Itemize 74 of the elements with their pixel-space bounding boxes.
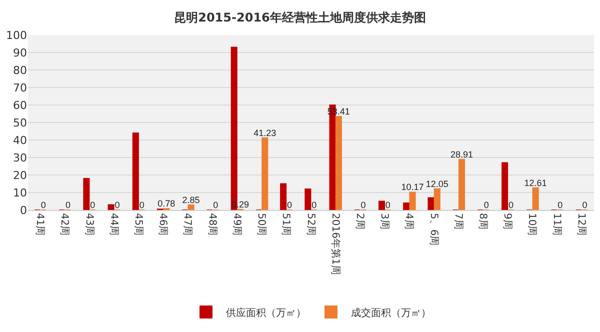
x-tick-label: 42周 xyxy=(58,213,70,236)
data-label: 10.17 xyxy=(401,182,424,192)
y-tick-label: 100 xyxy=(6,28,27,42)
x-tick-label: 11周 xyxy=(550,213,562,236)
data-label: 28.91 xyxy=(450,149,473,160)
data-label: 12.61 xyxy=(524,178,547,188)
x-tick-label: 43周 xyxy=(83,213,94,236)
x-tick-label: 47周 xyxy=(182,213,193,236)
x-tick-label: 4周 xyxy=(403,213,414,230)
bar xyxy=(83,178,90,210)
y-tick-label: 0 xyxy=(20,204,27,217)
y-tick-label: 10 xyxy=(13,186,27,200)
data-label: 0.78 xyxy=(158,198,176,209)
y-tick-label: 70 xyxy=(13,81,27,94)
bar xyxy=(428,197,434,210)
data-label: 0 xyxy=(558,200,563,210)
data-label: 2.85 xyxy=(182,195,200,206)
data-label: 0 xyxy=(114,200,120,210)
bar xyxy=(188,204,194,210)
x-tick-label: 5、6周 xyxy=(428,213,439,246)
bar xyxy=(458,158,465,210)
x-tick-label: 50周 xyxy=(256,213,267,236)
data-label: 0 xyxy=(90,200,96,210)
y-tick-label: 60 xyxy=(13,98,27,112)
x-tick-label: 9周 xyxy=(502,213,513,230)
x-tick-label: 46周 xyxy=(157,213,168,236)
x-tick-label: 8周 xyxy=(477,213,488,230)
x-tick-label: 2周 xyxy=(354,213,365,230)
x-tick-label: 52周 xyxy=(304,213,316,236)
x-tick-label: 51周 xyxy=(280,213,292,236)
data-label: 0 xyxy=(385,200,390,210)
x-tick-label: 10周 xyxy=(526,213,538,236)
x-tick-label: 41周 xyxy=(34,213,46,236)
y-tick-label: 80 xyxy=(13,64,27,77)
y-tick-label: 50 xyxy=(13,116,27,130)
bar xyxy=(532,187,539,210)
data-label: 12.05 xyxy=(426,178,448,189)
data-label: 0 xyxy=(360,200,366,210)
x-tick-label: 12周 xyxy=(575,213,586,236)
data-label: 0 xyxy=(286,200,292,210)
bar xyxy=(378,200,386,210)
y-tick-label: 30 xyxy=(13,151,27,164)
x-tick-label: 45周 xyxy=(132,213,144,236)
data-label: 0 xyxy=(139,200,144,210)
bar xyxy=(502,162,508,210)
data-label: 0 xyxy=(65,200,70,210)
legend-label: 成交面积（万㎡） xyxy=(351,306,431,319)
bar xyxy=(132,132,139,210)
bar xyxy=(262,137,268,210)
x-tick-label: 48周 xyxy=(206,213,218,236)
data-label: 0 xyxy=(484,200,489,210)
x-tick-label: 3周 xyxy=(378,213,390,230)
bar xyxy=(304,188,312,210)
data-label: 0 xyxy=(213,200,218,210)
bar xyxy=(434,188,440,210)
x-tick-label: 44周 xyxy=(108,213,119,236)
bar xyxy=(108,204,114,210)
bar xyxy=(409,192,416,210)
data-label: 0 xyxy=(582,200,588,210)
x-tick-label: 49周 xyxy=(230,213,242,236)
legend-label: 供应面积（万㎡） xyxy=(226,306,306,319)
y-tick-label: 40 xyxy=(13,134,27,147)
bar xyxy=(280,183,287,210)
x-tick-label: 7周 xyxy=(452,213,464,230)
data-label: 0 xyxy=(40,200,46,210)
data-label: 0 xyxy=(312,200,317,210)
bar xyxy=(335,116,342,210)
data-label: 0 xyxy=(508,200,514,210)
bar xyxy=(403,202,410,210)
y-tick-label: 20 xyxy=(13,168,27,182)
y-tick-label: 90 xyxy=(13,46,27,60)
data-label: 41.23 xyxy=(254,128,276,138)
chart-title: 昆明2015-2016年经营性土地周度供求走势图 xyxy=(174,10,426,25)
x-tick-label: 2016年第1周 xyxy=(329,213,342,275)
